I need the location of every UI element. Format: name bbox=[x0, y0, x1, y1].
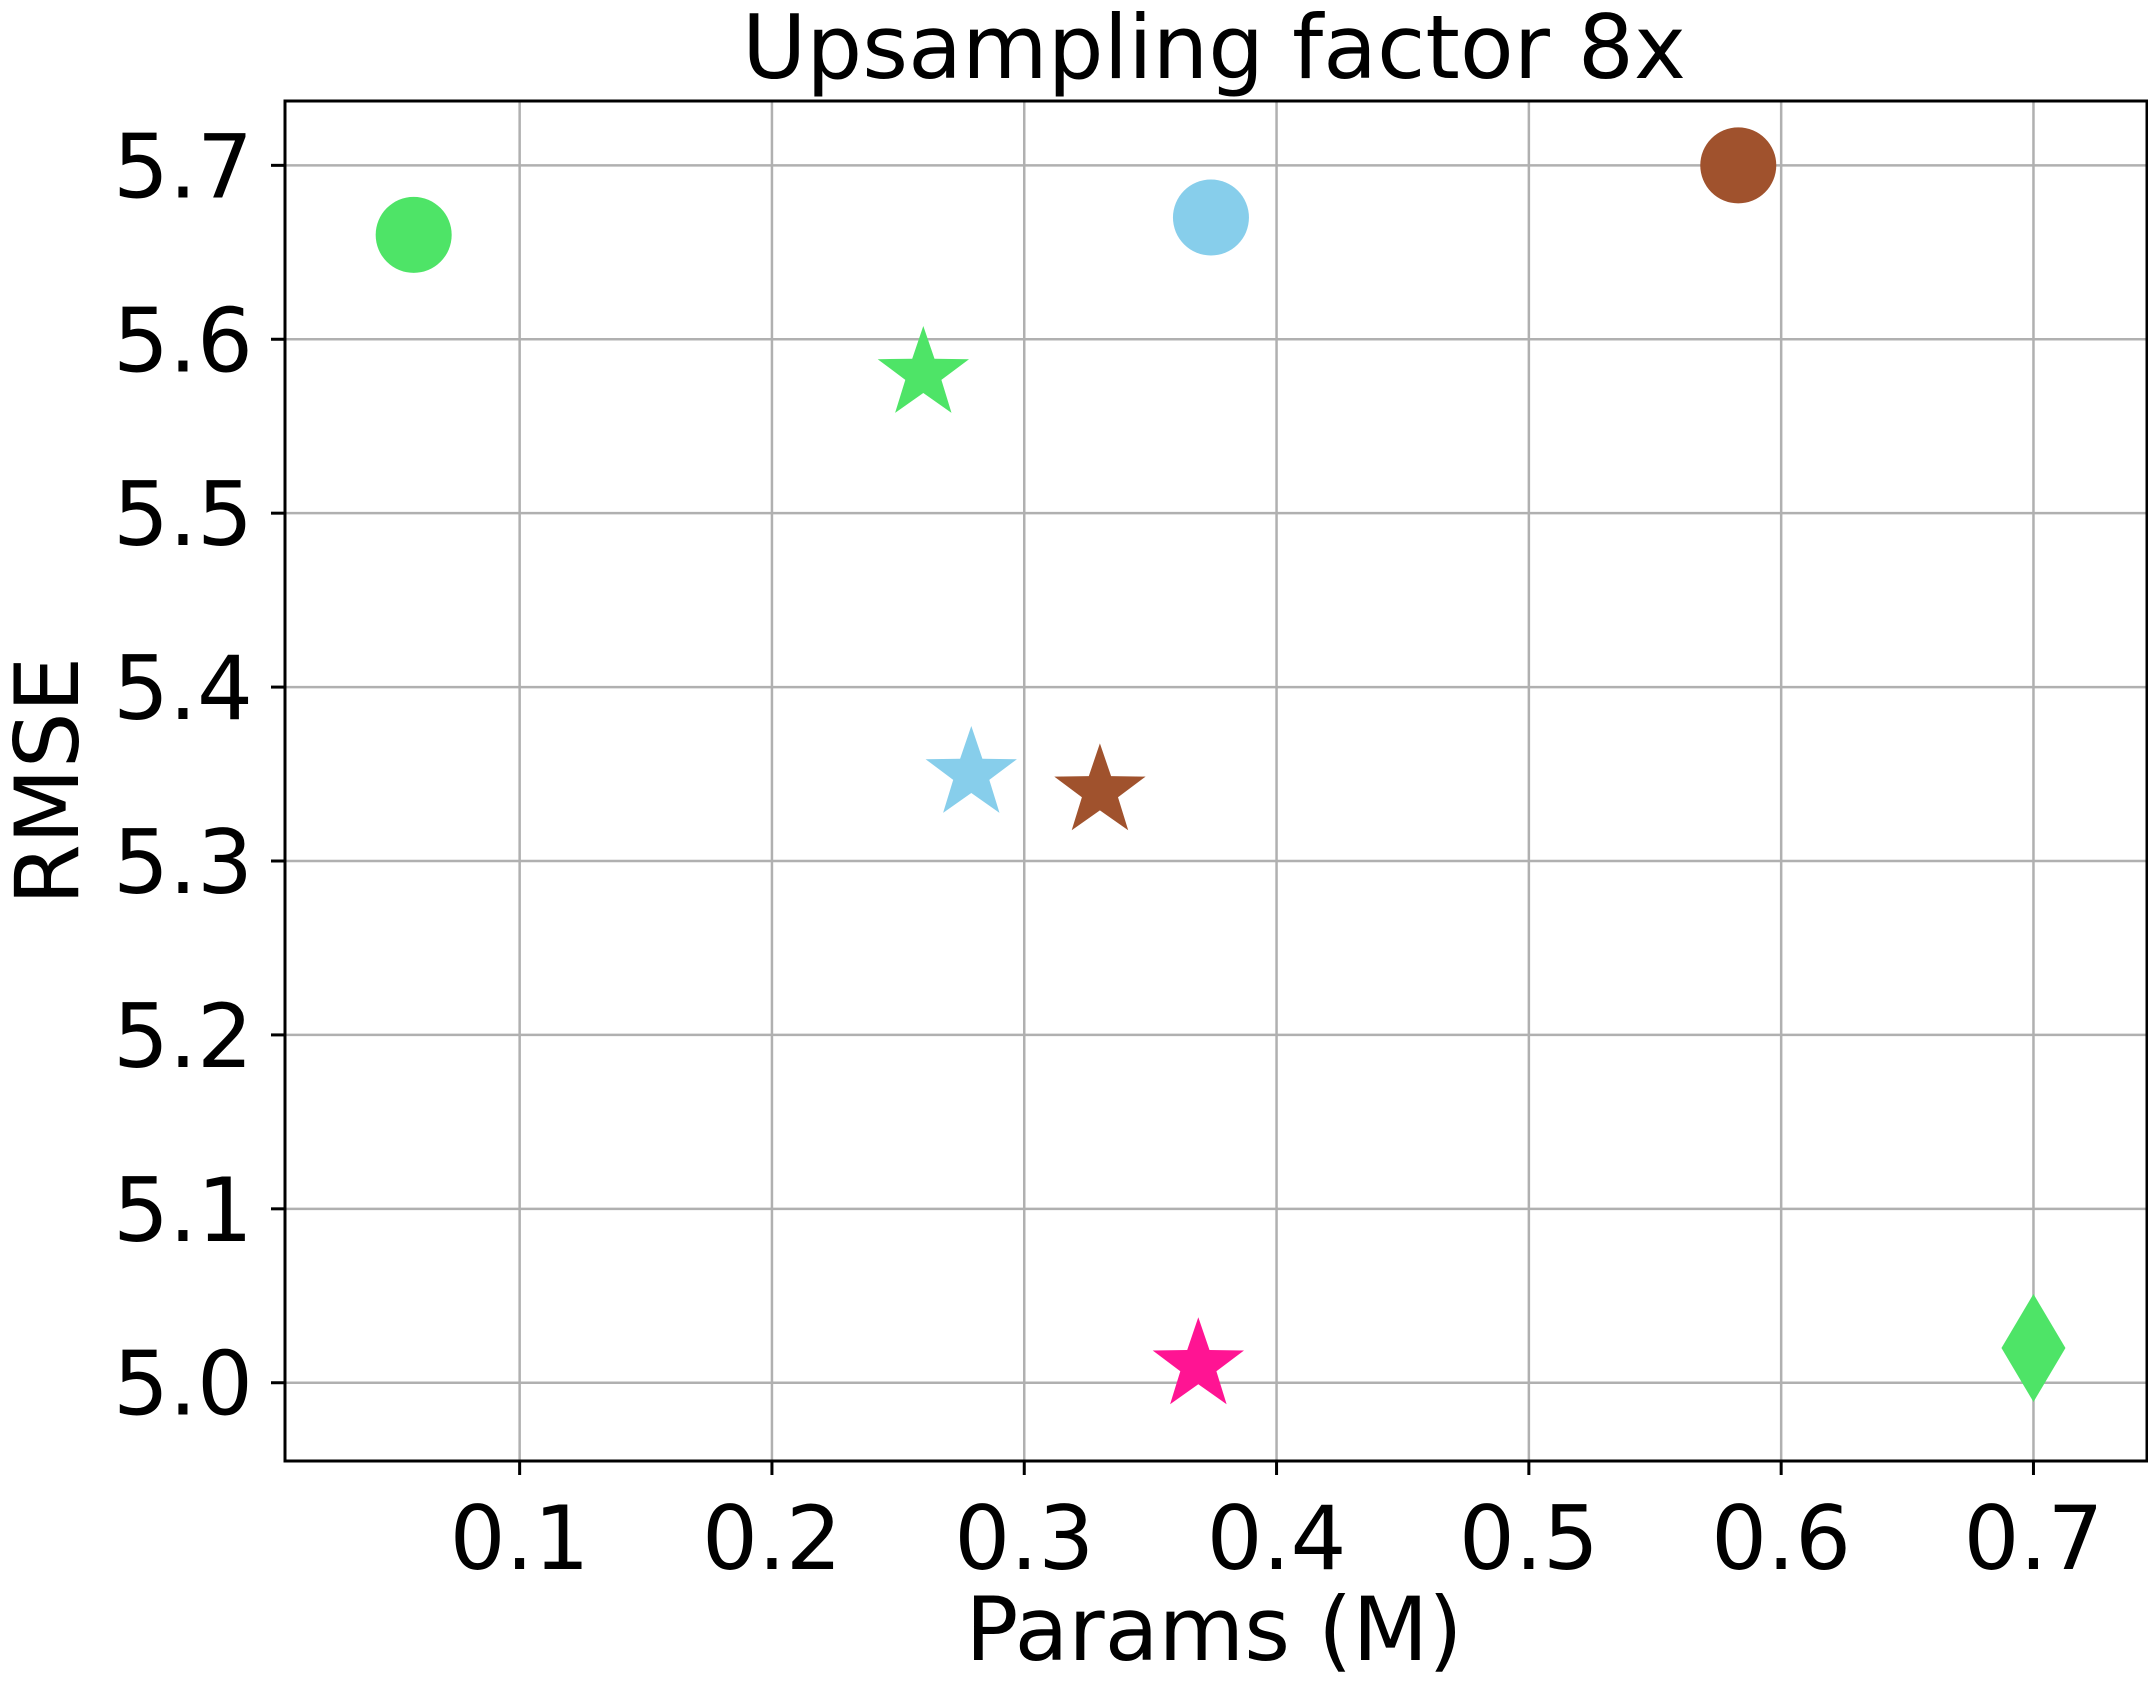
data-point-star bbox=[877, 326, 969, 413]
x-tick-label: 0.6 bbox=[1711, 1487, 1851, 1590]
data-point-diamond bbox=[2001, 1293, 2066, 1402]
chart-title: Upsampling factor 8x bbox=[742, 0, 1686, 99]
y-tick-label: 5.2 bbox=[113, 985, 253, 1088]
plot-frame bbox=[283, 99, 2148, 1463]
data-point-star bbox=[1152, 1317, 1244, 1405]
y-tick-label: 5.0 bbox=[113, 1333, 253, 1436]
data-point-circle bbox=[1700, 127, 1777, 204]
x-tick-label: 0.7 bbox=[1963, 1487, 2103, 1590]
x-tick-label: 0.2 bbox=[702, 1487, 842, 1590]
data-point-star bbox=[925, 726, 1017, 813]
x-tick-label: 0.4 bbox=[1207, 1487, 1347, 1590]
x-tick-label: 0.3 bbox=[954, 1487, 1094, 1590]
y-tick-label: 5.5 bbox=[113, 463, 253, 566]
grid-lines bbox=[285, 101, 2147, 1461]
x-tick-label: 0.1 bbox=[450, 1487, 590, 1590]
data-points bbox=[375, 127, 2066, 1405]
x-axis-label: Params (M) bbox=[965, 1578, 1462, 1681]
y-tick-label: 5.7 bbox=[113, 115, 253, 218]
x-tick-label: 0.5 bbox=[1459, 1487, 1599, 1590]
y-tick-label: 5.3 bbox=[113, 811, 253, 914]
y-tick-label: 5.1 bbox=[113, 1159, 253, 1262]
data-point-star bbox=[1054, 743, 1146, 831]
y-tick-label: 5.6 bbox=[113, 289, 253, 392]
y-axis-ticks: 5.0 5.1 5.2 5.3 5.4 5.5 5.6 5.7 bbox=[113, 115, 285, 1436]
data-point-circle bbox=[375, 196, 452, 273]
data-point-circle bbox=[1172, 179, 1249, 256]
y-axis-label: RMSE bbox=[0, 657, 99, 906]
x-axis-ticks: 0.1 0.2 0.3 0.4 0.5 0.6 0.7 bbox=[450, 1461, 2103, 1590]
y-tick-label: 5.4 bbox=[113, 637, 253, 740]
